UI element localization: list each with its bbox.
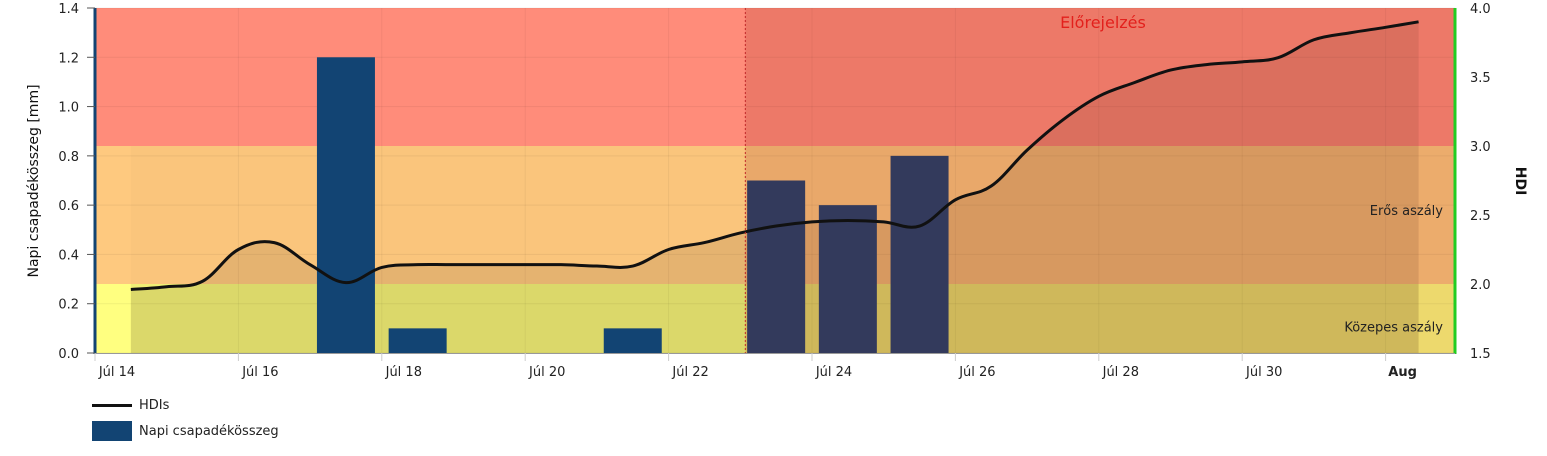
bar-Júl-18 bbox=[388, 328, 447, 353]
forecast-label: Előrejelzés bbox=[1060, 13, 1146, 32]
x-tick-label: Júl 22 bbox=[671, 365, 708, 380]
y-left-tick-label: 0.0 bbox=[58, 347, 79, 362]
y-left-tick-label: 1.0 bbox=[58, 101, 79, 116]
y-right-tick-label: 3.0 bbox=[1470, 140, 1491, 155]
bar-Júl-24 bbox=[818, 205, 877, 353]
y-left-tick-label: 0.6 bbox=[58, 199, 79, 214]
bar-Júl-17 bbox=[316, 57, 375, 354]
x-tick-label: Júl 16 bbox=[241, 365, 278, 380]
x-tick-label: Júl 18 bbox=[385, 365, 422, 380]
legend-label: Napi csapadékösszeg bbox=[139, 423, 279, 439]
x-tick-label: Aug bbox=[1388, 365, 1417, 380]
x-tick-label: Júl 28 bbox=[1102, 365, 1139, 380]
bar-Júl-23 bbox=[747, 180, 806, 353]
bar-Júl-21 bbox=[603, 328, 662, 353]
band-label: Közepes aszály bbox=[1344, 321, 1443, 336]
chart: Előrejelzés Közepes aszály Erős aszály 0.… bbox=[26, 2, 1528, 380]
band-label: Erős aszály bbox=[1370, 204, 1444, 219]
y-left-title: Napi csapadékösszeg [mm] bbox=[26, 84, 42, 277]
y-left-tick-label: 1.4 bbox=[58, 2, 79, 17]
y-left-tick-label: 0.4 bbox=[58, 248, 79, 263]
legend-item-precipitation[interactable]: Napi csapadékösszeg bbox=[92, 421, 279, 441]
x-tick-label: Júl 24 bbox=[815, 365, 852, 380]
y-left-tick-label: 0.2 bbox=[58, 298, 79, 313]
bar-swatch-icon bbox=[92, 421, 132, 441]
y-right-tick-label: 2.5 bbox=[1470, 209, 1491, 224]
hdi-area bbox=[130, 21, 1419, 354]
y-left-tick-label: 0.8 bbox=[58, 150, 79, 165]
x-tick-label: Júl 30 bbox=[1245, 365, 1282, 380]
y-left-tick-label: 1.2 bbox=[58, 51, 79, 66]
y-right-tick-label: 2.0 bbox=[1470, 278, 1491, 293]
line-swatch-icon bbox=[92, 404, 132, 407]
bar-Júl-25 bbox=[890, 155, 949, 353]
x-tick-label: Júl 20 bbox=[528, 365, 565, 380]
x-tick-label: Júl 26 bbox=[958, 365, 995, 380]
legend-item-hdi[interactable]: HDIs bbox=[92, 398, 169, 413]
y-right-title: HDI bbox=[1512, 167, 1528, 196]
x-tick-label: Júl 14 bbox=[98, 365, 135, 380]
hdi-line bbox=[130, 20, 1419, 292]
y-right-tick-label: 4.0 bbox=[1470, 2, 1491, 17]
y-right-tick-label: 1.5 bbox=[1470, 347, 1491, 362]
legend-label: HDIs bbox=[139, 398, 170, 413]
y-right-tick-label: 3.5 bbox=[1470, 71, 1491, 86]
